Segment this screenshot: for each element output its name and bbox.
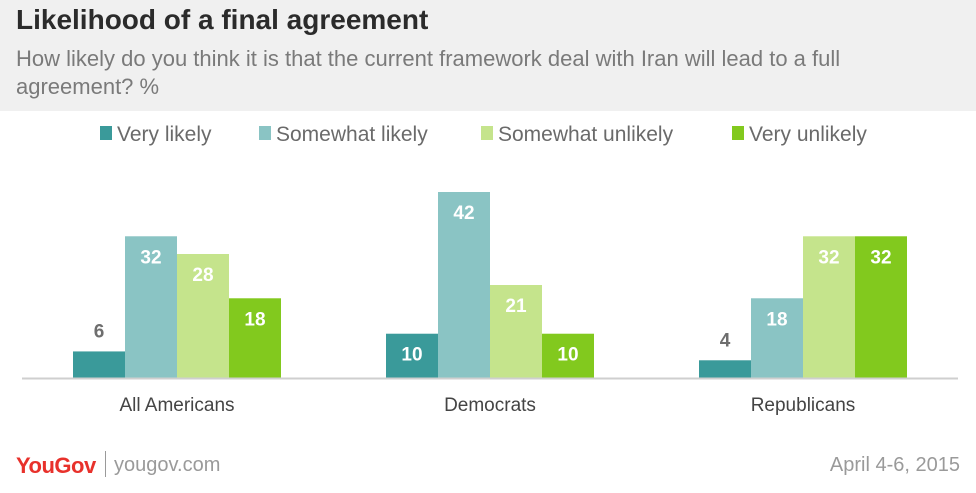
bar-all-americans-very-unlikely (229, 298, 281, 378)
footer-site: yougov.com (114, 454, 221, 476)
legend-swatch-somewhat-likely (259, 126, 271, 140)
category-label-republicans: Republicans (751, 395, 856, 416)
bar-republicans-very-likely (699, 360, 751, 378)
data-label-all-americans-very-likely: 6 (94, 321, 105, 342)
bar-republicans-very-unlikely (855, 236, 907, 378)
chart-subtitle: How likely do you think it is that the c… (16, 46, 841, 99)
data-label-republicans-somewhat-unlikely: 32 (818, 247, 839, 268)
bar-all-americans-somewhat-likely (125, 236, 177, 378)
footer-divider (105, 451, 106, 477)
data-label-all-americans-somewhat-unlikely: 28 (192, 265, 213, 286)
legend-label-very-likely: Very likely (117, 123, 212, 146)
legend-swatch-very-unlikely (732, 126, 744, 140)
data-label-democrats-very-likely: 10 (401, 345, 422, 366)
bar-democrats-somewhat-likely (438, 192, 490, 378)
footer-date: April 4-6, 2015 (829, 454, 960, 476)
data-label-democrats-somewhat-likely: 42 (453, 203, 474, 224)
data-label-republicans-very-likely: 4 (720, 330, 731, 351)
data-label-democrats-somewhat-unlikely: 21 (505, 296, 527, 317)
data-label-democrats-very-unlikely: 10 (557, 345, 578, 366)
data-label-republicans-very-unlikely: 32 (870, 247, 891, 268)
bar-democrats-very-unlikely (542, 333, 594, 378)
data-label-republicans-somewhat-likely: 18 (766, 309, 787, 330)
header-band: Likelihood of a final agreement How like… (0, 0, 976, 111)
data-label-all-americans-very-unlikely: 18 (244, 309, 265, 330)
category-label-democrats: Democrats (444, 395, 536, 416)
data-label-all-americans-somewhat-likely: 32 (140, 247, 161, 268)
legend-label-somewhat-unlikely: Somewhat unlikely (498, 123, 674, 146)
legend-label-very-unlikely: Very unlikely (749, 123, 867, 146)
legend-label-somewhat-likely: Somewhat likely (276, 123, 428, 146)
bar-all-americans-very-likely (73, 351, 125, 378)
bar-democrats-somewhat-unlikely (490, 285, 542, 378)
legend-swatch-very-likely (100, 126, 112, 140)
bar-republicans-somewhat-unlikely (803, 236, 855, 378)
legend-swatch-somewhat-unlikely (481, 126, 493, 140)
yougov-logo: YouGov (16, 453, 96, 478)
bar-democrats-very-likely (386, 333, 438, 378)
category-label-all-americans: All Americans (119, 395, 234, 416)
bar-all-americans-somewhat-unlikely (177, 254, 229, 378)
chart-title: Likelihood of a final agreement (16, 4, 429, 35)
bar-republicans-somewhat-likely (751, 298, 803, 378)
